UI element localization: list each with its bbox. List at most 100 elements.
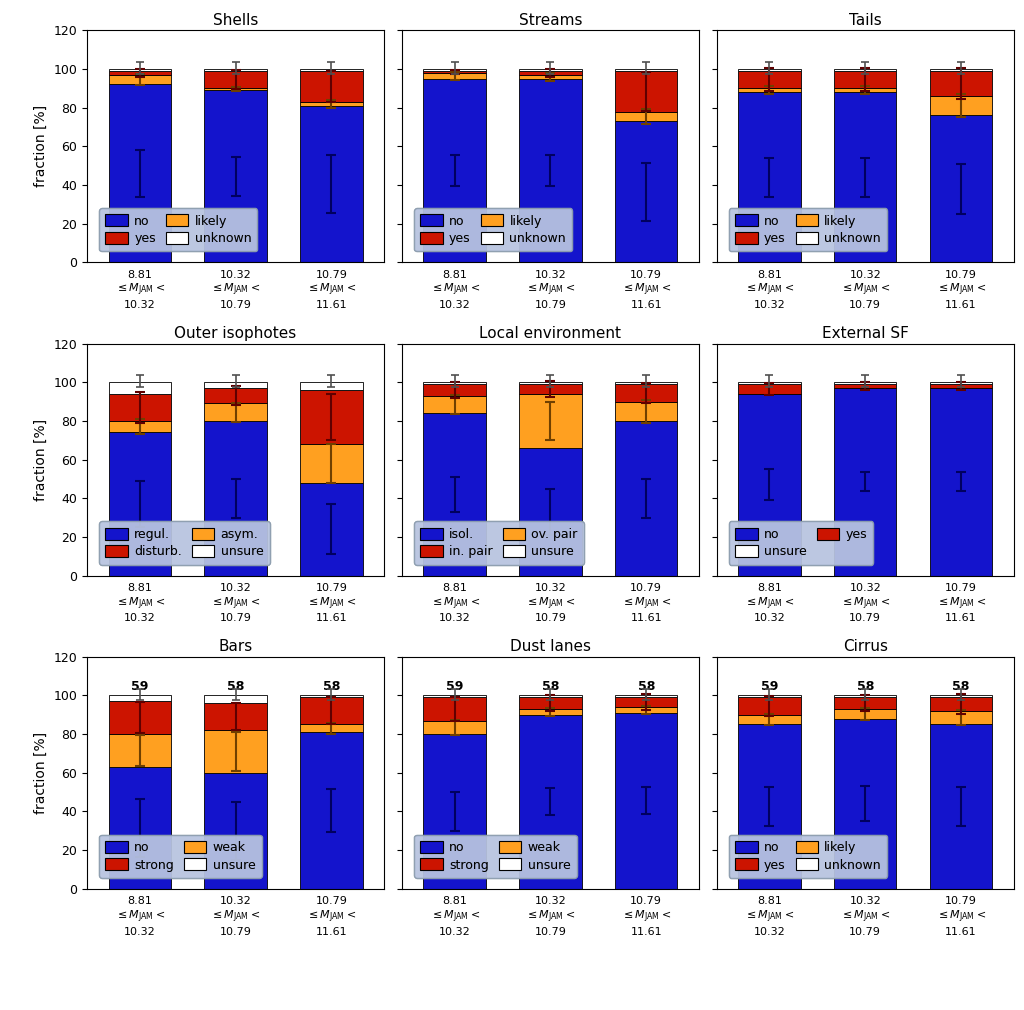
Text: 58: 58 — [542, 680, 559, 693]
Bar — [519, 79, 582, 263]
Bar — [424, 71, 485, 73]
Legend: no, strong, weak, unsure: no, strong, weak, unsure — [414, 834, 577, 878]
Bar — [424, 696, 485, 697]
Bar — [205, 403, 266, 421]
Bar — [835, 384, 896, 388]
Bar — [615, 421, 677, 576]
Bar — [738, 92, 801, 263]
Bar — [930, 382, 992, 384]
Text: 58: 58 — [227, 680, 245, 693]
Bar — [109, 767, 171, 889]
Title: External SF: External SF — [822, 326, 908, 341]
Bar — [519, 384, 582, 394]
Text: 58: 58 — [638, 680, 655, 693]
Text: 58: 58 — [856, 680, 873, 693]
Bar — [424, 382, 485, 384]
Legend: no, yes, likely, unknown: no, yes, likely, unknown — [729, 834, 887, 878]
Bar — [205, 388, 266, 403]
Title: Streams: Streams — [518, 13, 583, 27]
Bar — [519, 709, 582, 715]
Bar — [738, 697, 801, 715]
Bar — [738, 88, 801, 92]
Bar — [109, 734, 171, 767]
Bar — [109, 85, 171, 263]
Bar — [519, 75, 582, 79]
Bar — [424, 69, 485, 71]
Bar — [930, 115, 992, 263]
Bar — [109, 394, 171, 421]
Bar — [615, 713, 677, 889]
Bar — [300, 724, 362, 732]
Bar — [738, 724, 801, 889]
Bar — [519, 697, 582, 709]
Bar — [109, 421, 171, 432]
Bar — [835, 697, 896, 709]
Bar — [300, 102, 362, 106]
Title: Bars: Bars — [218, 639, 253, 654]
Bar — [738, 69, 801, 71]
Bar — [300, 696, 362, 697]
Bar — [424, 697, 485, 720]
Bar — [835, 88, 896, 92]
Bar — [424, 396, 485, 413]
Bar — [300, 390, 362, 444]
Bar — [930, 724, 992, 889]
Bar — [519, 715, 582, 889]
Bar — [205, 88, 266, 90]
Bar — [300, 697, 362, 724]
Bar — [300, 444, 362, 483]
Bar — [300, 382, 362, 390]
Bar — [300, 69, 362, 71]
Bar — [519, 382, 582, 384]
Bar — [205, 696, 266, 703]
Legend: isol., in. pair, ov. pair, unsure: isol., in. pair, ov. pair, unsure — [414, 521, 584, 565]
Bar — [835, 382, 896, 384]
Legend: no, unsure, yes: no, unsure, yes — [729, 521, 873, 565]
Bar — [205, 90, 266, 263]
Bar — [835, 388, 896, 576]
Text: 59: 59 — [761, 680, 778, 693]
Text: 59: 59 — [131, 680, 148, 693]
Bar — [205, 703, 266, 730]
Bar — [615, 69, 677, 71]
Title: Local environment: Local environment — [479, 326, 622, 341]
Text: 59: 59 — [445, 680, 463, 693]
Text: 58: 58 — [952, 680, 970, 693]
Bar — [930, 96, 992, 115]
Bar — [109, 701, 171, 734]
Bar — [424, 384, 485, 396]
Bar — [615, 402, 677, 421]
Bar — [835, 709, 896, 719]
Bar — [930, 697, 992, 711]
Bar — [205, 69, 266, 71]
Bar — [738, 715, 801, 724]
Bar — [615, 707, 677, 713]
Bar — [930, 388, 992, 576]
Y-axis label: fraction [%]: fraction [%] — [34, 418, 48, 501]
Bar — [930, 71, 992, 96]
Bar — [109, 432, 171, 576]
Bar — [930, 711, 992, 724]
Bar — [424, 79, 485, 263]
Bar — [738, 384, 801, 394]
Legend: no, yes, likely, unknown: no, yes, likely, unknown — [729, 208, 887, 251]
Bar — [300, 106, 362, 263]
Legend: no, yes, likely, unknown: no, yes, likely, unknown — [99, 208, 257, 251]
Y-axis label: fraction [%]: fraction [%] — [34, 731, 48, 814]
Bar — [424, 734, 485, 889]
Bar — [205, 773, 266, 889]
Bar — [615, 121, 677, 263]
Bar — [615, 384, 677, 402]
Bar — [930, 696, 992, 697]
Title: Tails: Tails — [849, 13, 882, 27]
Bar — [835, 696, 896, 697]
Bar — [424, 73, 485, 79]
Bar — [930, 69, 992, 71]
Bar — [205, 71, 266, 88]
Legend: no, yes, likely, unknown: no, yes, likely, unknown — [414, 208, 572, 251]
Bar — [300, 71, 362, 102]
Bar — [519, 448, 582, 576]
Bar — [738, 382, 801, 384]
Bar — [519, 696, 582, 697]
Bar — [205, 730, 266, 773]
